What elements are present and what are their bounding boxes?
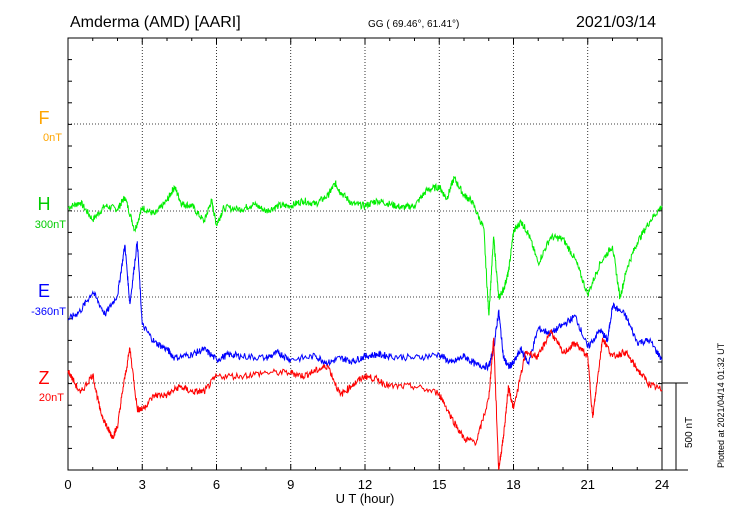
x-tick-label: 15 xyxy=(432,477,446,492)
x-tick-label: 3 xyxy=(139,477,146,492)
scale-bar-label: 500 nT xyxy=(684,417,695,448)
baseline-label-h: 300nT xyxy=(35,219,66,231)
grid xyxy=(68,38,662,470)
x-tick-label: 24 xyxy=(655,477,669,492)
component-label-e: E xyxy=(38,281,50,301)
plotted-note: Plotted at 2021/04/14 01:32 UT xyxy=(716,342,726,468)
x-tick-label: 9 xyxy=(287,477,294,492)
component-label-z: Z xyxy=(39,368,50,388)
x-tick-label: 18 xyxy=(506,477,520,492)
baseline-label-f: 0nT xyxy=(43,132,62,144)
component-label-f: F xyxy=(39,108,50,128)
date-label: 2021/03/14 xyxy=(576,14,656,31)
x-tick-label: 12 xyxy=(358,477,372,492)
station-title: Amderma (AMD) [AARI] xyxy=(70,14,241,31)
x-tick-label: 6 xyxy=(213,477,220,492)
x-axis-label: U T (hour) xyxy=(336,491,395,506)
series-lines xyxy=(67,175,663,471)
x-tick-label: 0 xyxy=(64,477,71,492)
series-line-z xyxy=(67,328,663,471)
series-line-h xyxy=(67,175,663,316)
baseline-label-e: -360nT xyxy=(31,306,66,318)
scale-bar xyxy=(662,382,688,471)
series-line-e xyxy=(67,241,663,372)
x-axis-ticks: 0 3 6 9 12 15 18 21 24 xyxy=(64,37,669,492)
baseline-label-z: 20nT xyxy=(39,392,64,404)
coordinates-label: GG ( 69.46°, 61.41°) xyxy=(368,19,459,30)
component-label-h: H xyxy=(38,194,51,214)
x-tick-label: 21 xyxy=(581,477,595,492)
